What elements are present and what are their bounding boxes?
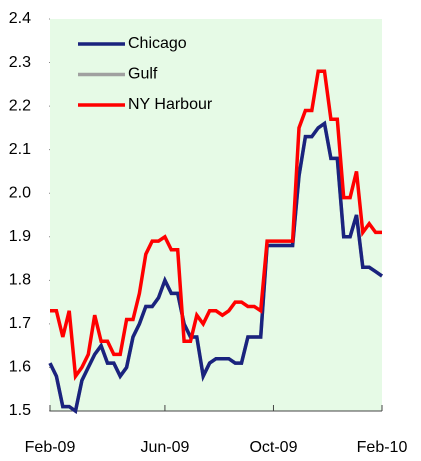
y-tick-label: 2.4: [9, 10, 31, 27]
y-tick-label: 1.8: [9, 272, 31, 289]
x-tick-label: Jun-09: [140, 439, 189, 456]
legend-label: Gulf: [128, 66, 158, 83]
y-tick-label: 2.3: [9, 54, 31, 71]
y-tick-label: 1.5: [9, 402, 31, 419]
y-tick-label: 1.7: [9, 315, 31, 332]
y-tick-label: 2.2: [9, 97, 31, 114]
y-tick-label: 1.9: [9, 228, 31, 245]
plot-area: [50, 19, 382, 411]
x-tick-label: Feb-10: [357, 439, 408, 456]
x-tick-label: Oct-09: [249, 439, 297, 456]
y-tick-label: 2.0: [9, 184, 31, 201]
y-tick-label: 2.1: [9, 141, 31, 158]
legend-label: NY Harbour: [128, 96, 213, 113]
legend-label: Chicago: [128, 35, 187, 52]
x-tick-label: Feb-09: [25, 439, 76, 456]
series-line: [50, 69, 382, 381]
y-tick-label: 1.6: [9, 359, 31, 376]
series-line: [48, 120, 383, 414]
